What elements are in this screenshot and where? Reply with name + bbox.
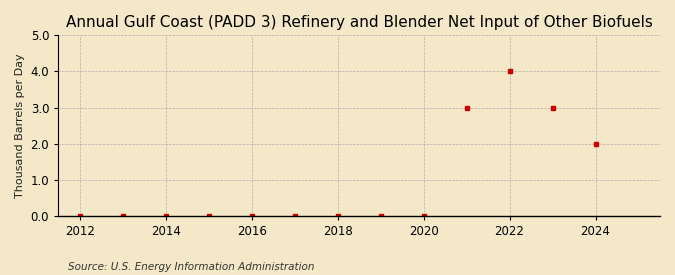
- Text: Source: U.S. Energy Information Administration: Source: U.S. Energy Information Administ…: [68, 262, 314, 272]
- Y-axis label: Thousand Barrels per Day: Thousand Barrels per Day: [15, 53, 25, 198]
- Title: Annual Gulf Coast (PADD 3) Refinery and Blender Net Input of Other Biofuels: Annual Gulf Coast (PADD 3) Refinery and …: [65, 15, 653, 30]
